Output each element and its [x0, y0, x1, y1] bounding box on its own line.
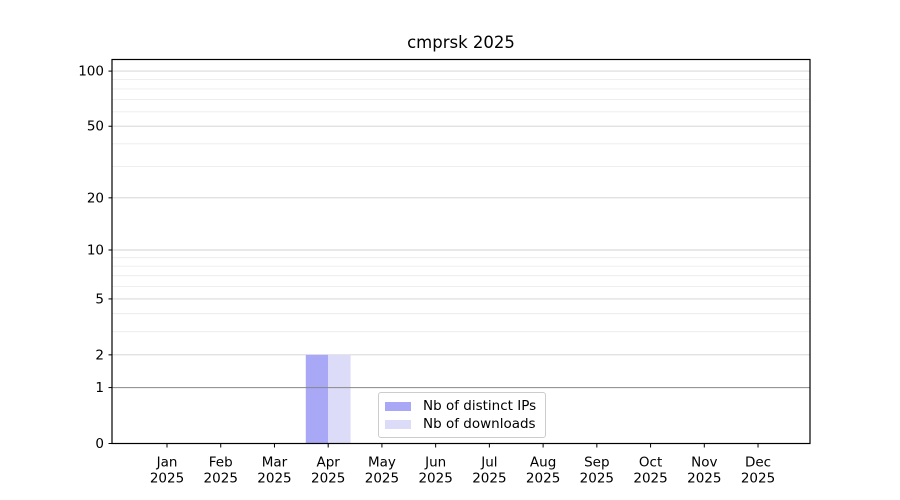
x-tick-label-year: 2025 — [257, 471, 291, 487]
legend-label-distinct-ips: Nb of distinct IPs — [423, 398, 537, 414]
x-tick-label-month: Sep — [584, 455, 609, 471]
y-tick-label: 0 — [95, 436, 104, 452]
x-tick-label-month: Jul — [480, 455, 497, 471]
legend: Nb of distinct IPs Nb of downloads — [378, 392, 547, 438]
x-tick-label-year: 2025 — [633, 471, 667, 487]
x-tick-label-month: Aug — [530, 455, 556, 471]
legend-label-downloads: Nb of downloads — [423, 416, 536, 432]
x-tick-label-year: 2025 — [687, 471, 721, 487]
y-tick-label: 20 — [87, 190, 104, 206]
x-tick-label-month: Feb — [209, 455, 233, 471]
bar-apr-series1 — [328, 354, 351, 444]
x-tick-label-month: Nov — [691, 455, 717, 471]
y-tick-label: 50 — [87, 119, 104, 135]
x-tick-label-year: 2025 — [526, 471, 560, 487]
x-tick-label-year: 2025 — [365, 471, 399, 487]
x-tick-label-year: 2025 — [580, 471, 614, 487]
x-tick-label-year: 2025 — [204, 471, 238, 487]
x-tick-label-year: 2025 — [150, 471, 184, 487]
bar-apr-series0 — [305, 354, 329, 444]
x-tick-label-year: 2025 — [741, 471, 775, 487]
x-tick-label-month: Dec — [745, 455, 771, 471]
axes-spines — [111, 58, 811, 445]
x-tick-label-month: May — [368, 455, 396, 471]
x-tick-label-month: Apr — [317, 455, 341, 471]
legend-swatch-distinct-ips — [385, 401, 411, 411]
x-tick-label-month: Jan — [156, 455, 178, 471]
y-tick-label: 10 — [87, 242, 104, 258]
x-tick-label-year: 2025 — [472, 471, 506, 487]
x-tick-label-year: 2025 — [418, 471, 452, 487]
y-tick-label: 1 — [95, 380, 104, 396]
legend-item-downloads: Nb of downloads — [385, 415, 536, 433]
legend-item-distinct-ips: Nb of distinct IPs — [385, 397, 536, 415]
x-tick-label-month: Mar — [262, 455, 288, 471]
x-tick-label-month: Jun — [424, 455, 446, 471]
y-tick-label: 100 — [78, 64, 104, 80]
x-tick-label-year: 2025 — [311, 471, 345, 487]
y-tick-label: 5 — [95, 291, 104, 307]
chart-title: cmprsk 2025 — [407, 33, 515, 52]
y-tick-label: 2 — [95, 347, 104, 363]
legend-swatch-downloads — [385, 419, 411, 429]
x-tick-label-month: Oct — [639, 455, 662, 471]
